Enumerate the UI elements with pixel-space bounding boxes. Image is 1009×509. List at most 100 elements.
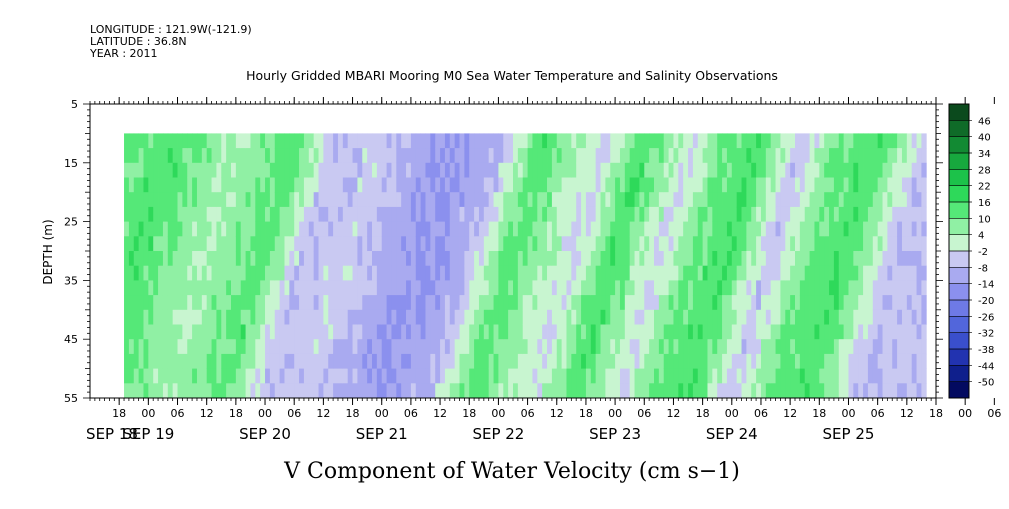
heatmap-cell — [430, 309, 436, 325]
heatmap-cell — [809, 221, 815, 237]
heatmap-cell — [702, 148, 708, 164]
heatmap-cell — [153, 133, 159, 149]
heatmap-cell — [867, 148, 874, 164]
heatmap-cell — [167, 368, 174, 384]
heatmap-cell — [785, 177, 791, 193]
heatmap-cell — [702, 177, 708, 193]
heatmap-cell — [547, 353, 553, 369]
heatmap-cell — [367, 177, 373, 193]
heatmap-cell — [522, 236, 528, 252]
heatmap-cell — [303, 162, 310, 178]
heatmap-cell — [357, 133, 363, 149]
heatmap-cell — [683, 280, 689, 296]
heatmap-cell — [493, 221, 499, 237]
heatmap-cell — [508, 177, 514, 193]
heatmap-cell — [318, 368, 324, 384]
heatmap-cell — [347, 148, 353, 164]
heatmap-cell — [722, 280, 728, 296]
heatmap-cell — [795, 383, 801, 399]
heatmap-cell — [513, 295, 519, 311]
heatmap-cell — [396, 280, 402, 296]
heatmap-cell — [430, 236, 436, 252]
heatmap-cell — [381, 221, 387, 237]
heatmap-cell — [333, 339, 339, 355]
heatmap-cell — [760, 236, 767, 252]
heatmap-cell — [410, 368, 417, 384]
heatmap-cell — [736, 383, 742, 399]
heatmap-cell — [148, 206, 154, 222]
heatmap-cell — [619, 236, 626, 252]
heatmap-cell — [260, 339, 266, 355]
heatmap-cell — [493, 206, 499, 222]
heatmap-cell — [250, 280, 256, 296]
heatmap-cell — [581, 148, 587, 164]
heatmap-cell — [726, 251, 733, 267]
heatmap-cell — [503, 192, 509, 208]
colorbar-swatch — [949, 251, 969, 268]
heatmap-cell — [303, 353, 310, 369]
heatmap-cell — [187, 236, 193, 252]
heatmap-cell — [537, 368, 543, 384]
heatmap-cell — [877, 133, 883, 149]
heatmap-cell — [294, 177, 300, 193]
heatmap-cell — [444, 162, 451, 178]
heatmap-cell — [867, 383, 874, 399]
heatmap-cell — [775, 280, 781, 296]
heatmap-cell — [342, 251, 349, 267]
heatmap-cell — [124, 280, 130, 296]
heatmap-cell — [561, 221, 567, 237]
heatmap-cell — [454, 280, 460, 296]
heatmap-cell — [722, 265, 728, 281]
heatmap-cell — [551, 251, 558, 267]
heatmap-cell — [289, 162, 295, 178]
heatmap-cell — [829, 383, 835, 399]
heatmap-cell — [435, 353, 441, 369]
heatmap-cell — [221, 339, 227, 355]
heatmap-cell — [376, 221, 383, 237]
heatmap-cell — [478, 206, 485, 222]
heatmap-cell — [372, 339, 378, 355]
heatmap-cell — [673, 265, 679, 281]
heatmap-cell — [916, 383, 922, 399]
heatmap-cell — [838, 368, 845, 384]
heatmap-cell — [916, 236, 922, 252]
heatmap-cell — [765, 192, 772, 208]
heatmap-cell — [726, 339, 733, 355]
heatmap-cell — [308, 221, 315, 237]
heatmap-cell — [289, 236, 295, 252]
heatmap-cell — [916, 221, 922, 237]
heatmap-cell — [167, 251, 174, 267]
heatmap-cell — [833, 309, 840, 325]
heatmap-cell — [887, 295, 893, 311]
heatmap-cell — [624, 368, 631, 384]
heatmap-cell — [605, 265, 611, 281]
heatmap-cell — [483, 324, 490, 340]
heatmap-cell — [649, 309, 655, 325]
heatmap-cell — [756, 221, 762, 237]
heatmap-cell — [833, 236, 840, 252]
heatmap-cell — [887, 383, 893, 399]
heatmap-cell — [162, 383, 169, 399]
heatmap-cell — [352, 221, 358, 237]
heatmap-cell — [323, 162, 329, 178]
heatmap-cell — [722, 324, 728, 340]
heatmap-cell — [483, 265, 490, 281]
heatmap-cell — [352, 133, 358, 149]
heatmap-cell — [668, 368, 674, 384]
heatmap-cell — [410, 265, 417, 281]
heatmap-cell — [770, 339, 776, 355]
heatmap-cell — [853, 221, 859, 237]
heatmap-cell — [663, 162, 669, 178]
heatmap-cell — [245, 192, 251, 208]
heatmap-cell — [882, 192, 888, 208]
heatmap-cell — [459, 177, 465, 193]
heatmap-cell — [352, 368, 358, 384]
x-hour-tick-label: 06 — [754, 407, 768, 420]
heatmap-cell — [663, 236, 669, 252]
heatmap-cell — [265, 251, 271, 267]
heatmap-cell — [746, 162, 752, 178]
heatmap-cell — [741, 353, 747, 369]
heatmap-cell — [731, 206, 738, 222]
heatmap-cell — [342, 192, 349, 208]
